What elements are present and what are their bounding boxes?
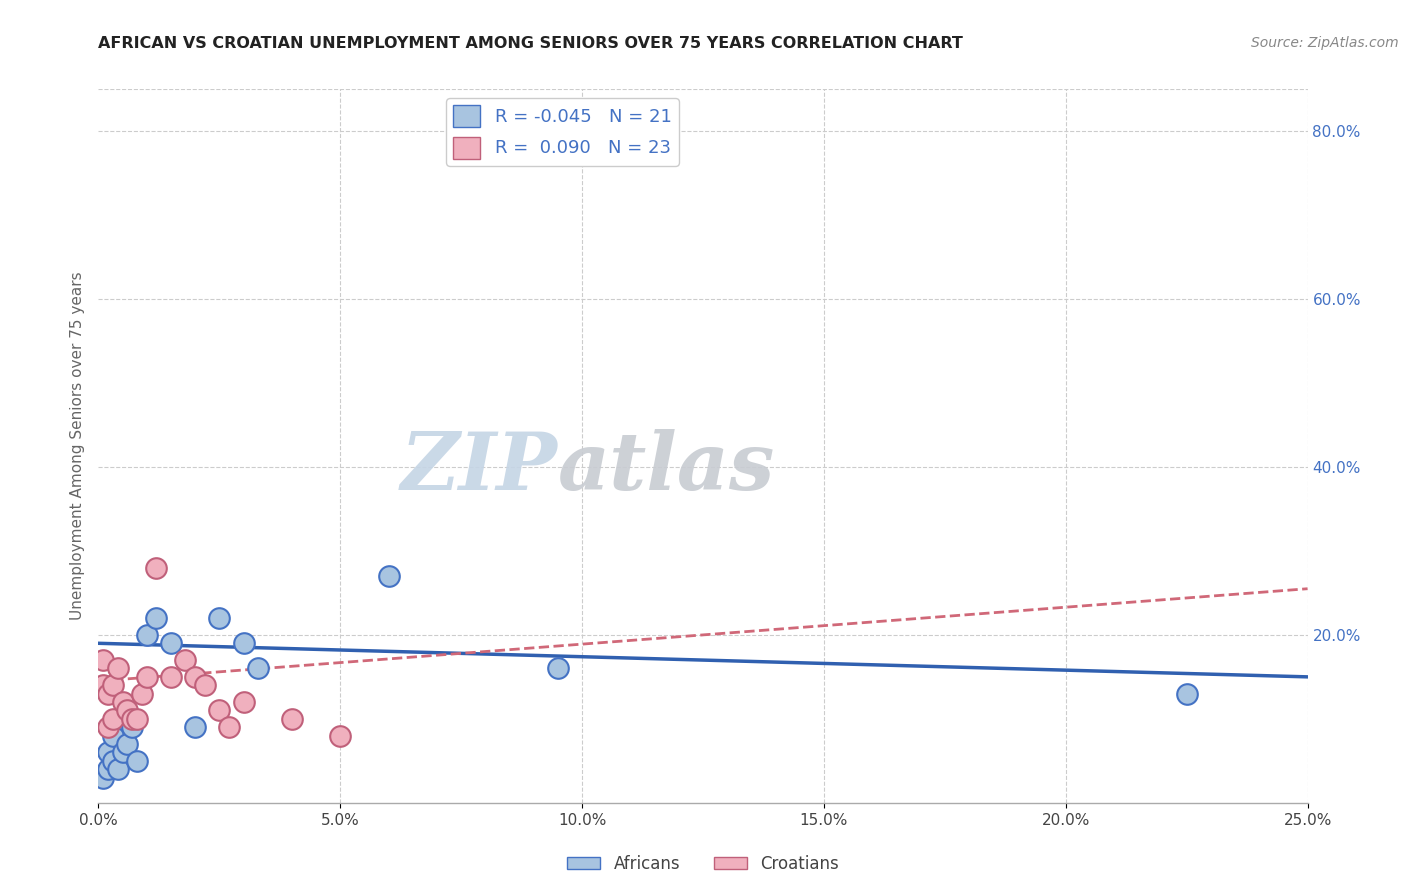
Text: Source: ZipAtlas.com: Source: ZipAtlas.com <box>1251 36 1399 50</box>
Point <box>329 729 352 743</box>
Point <box>131 687 153 701</box>
Text: atlas: atlas <box>558 429 775 506</box>
Point <box>101 712 124 726</box>
Point <box>218 720 240 734</box>
Point <box>111 695 134 709</box>
Point <box>121 712 143 726</box>
Point <box>160 636 183 650</box>
Point <box>107 661 129 675</box>
Legend: Africans, Croatians: Africans, Croatians <box>561 848 845 880</box>
Legend: R = -0.045   N = 21, R =  0.090   N = 23: R = -0.045 N = 21, R = 0.090 N = 23 <box>446 98 679 166</box>
Point <box>97 746 120 760</box>
Point <box>101 729 124 743</box>
Point <box>232 695 254 709</box>
Point <box>135 670 157 684</box>
Point <box>91 653 114 667</box>
Point <box>208 703 231 717</box>
Point <box>91 678 114 692</box>
Text: AFRICAN VS CROATIAN UNEMPLOYMENT AMONG SENIORS OVER 75 YEARS CORRELATION CHART: AFRICAN VS CROATIAN UNEMPLOYMENT AMONG S… <box>98 36 963 51</box>
Point <box>208 611 231 625</box>
Point <box>281 712 304 726</box>
Point <box>117 737 139 751</box>
Point <box>117 703 139 717</box>
Point <box>101 678 124 692</box>
Point <box>377 569 399 583</box>
Point <box>121 720 143 734</box>
Point <box>127 754 149 768</box>
Point <box>97 720 120 734</box>
Point <box>107 762 129 776</box>
Text: ZIP: ZIP <box>401 429 558 506</box>
Point <box>184 670 207 684</box>
Point <box>91 771 114 785</box>
Point <box>247 661 270 675</box>
Point <box>174 653 197 667</box>
Y-axis label: Unemployment Among Seniors over 75 years: Unemployment Among Seniors over 75 years <box>69 272 84 620</box>
Point <box>184 720 207 734</box>
Point <box>97 762 120 776</box>
Point <box>127 712 149 726</box>
Point <box>145 560 167 574</box>
Point <box>232 636 254 650</box>
Point <box>135 628 157 642</box>
Point <box>111 712 134 726</box>
Point <box>111 746 134 760</box>
Point <box>145 611 167 625</box>
Point <box>97 687 120 701</box>
Point <box>1175 687 1198 701</box>
Point <box>101 754 124 768</box>
Point <box>194 678 217 692</box>
Point <box>547 661 569 675</box>
Point <box>160 670 183 684</box>
